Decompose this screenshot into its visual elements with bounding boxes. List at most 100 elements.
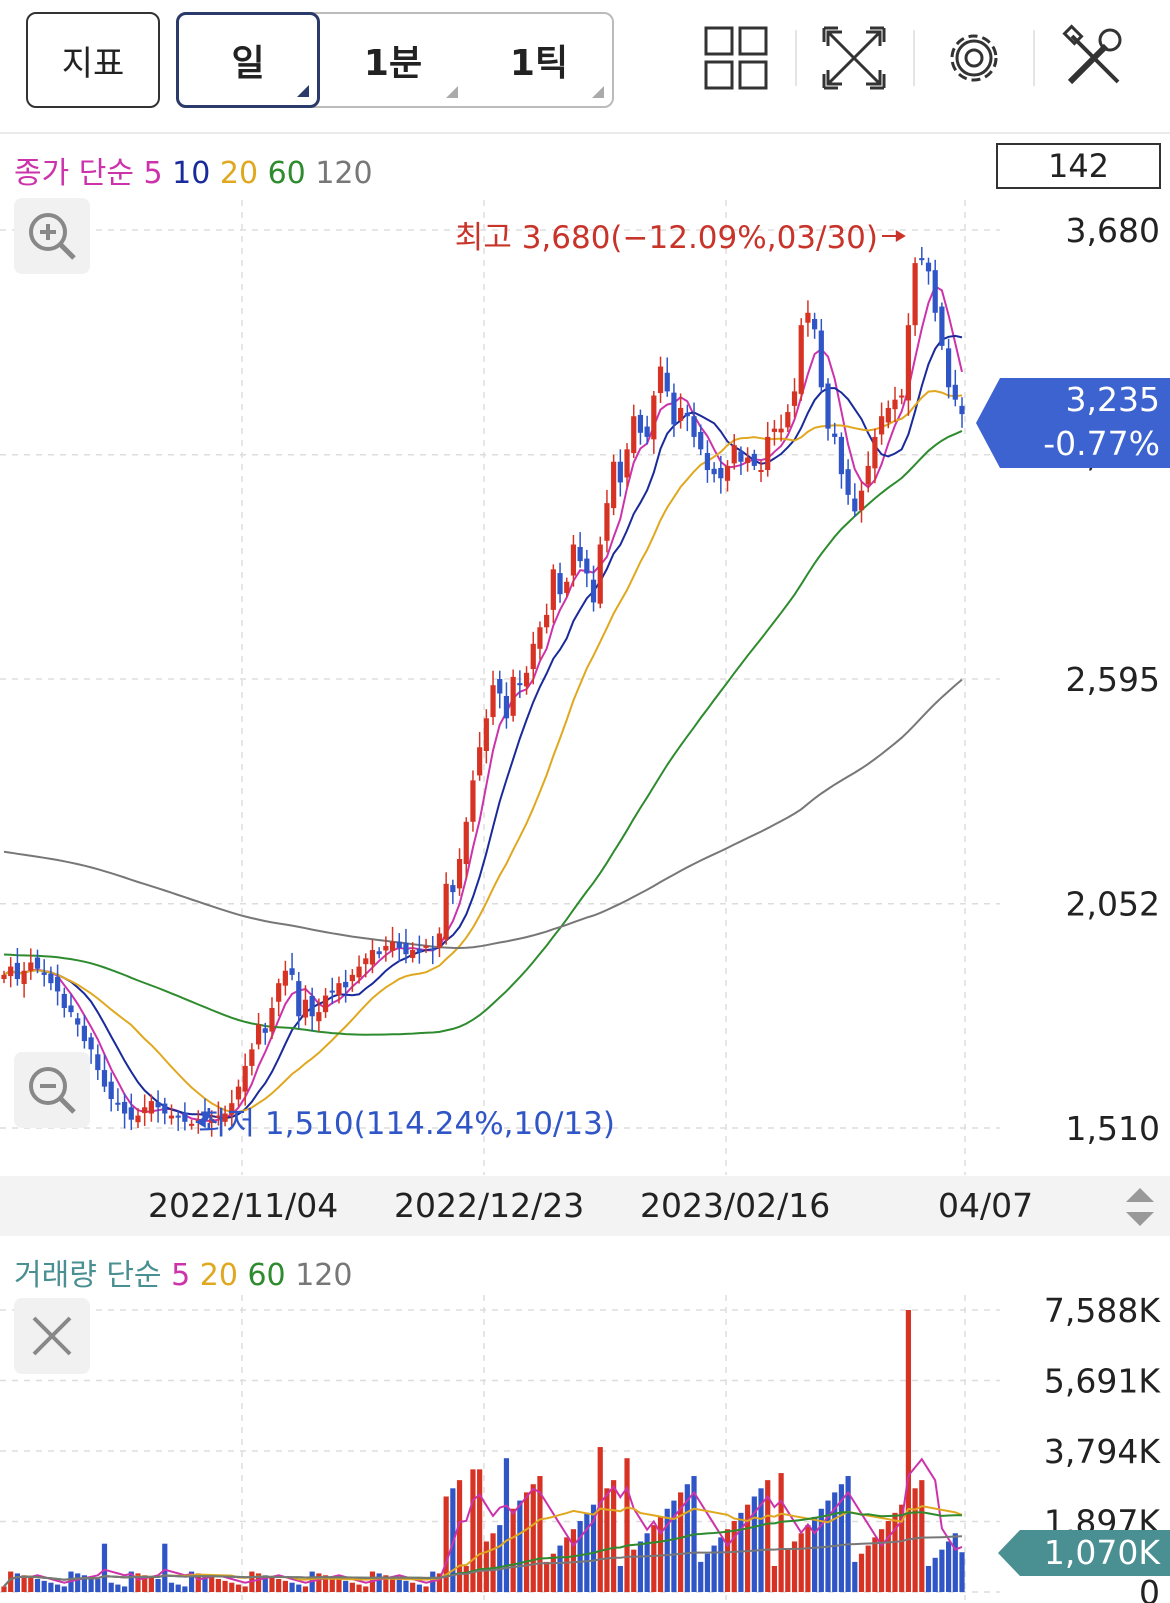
zoom-out-button[interactable]: [14, 1052, 90, 1128]
volume-bar: [463, 1565, 469, 1592]
volume-bar: [664, 1508, 670, 1592]
volume-bar: [88, 1577, 94, 1592]
low-arrow-icon: [195, 1116, 206, 1128]
candle-body: [215, 1115, 221, 1118]
volume-tick-label: 5,691K: [1044, 1362, 1161, 1401]
candle-body: [463, 821, 469, 864]
candle-body: [34, 957, 41, 969]
date-tick: 2022/12/23: [394, 1186, 585, 1225]
candle-body: [235, 1086, 242, 1100]
candle-body: [289, 968, 295, 975]
tools-icon[interactable]: [1058, 22, 1130, 94]
candle-body: [41, 972, 47, 975]
volume-bar: [356, 1584, 362, 1592]
price-tick-label: 1,510: [1066, 1109, 1160, 1148]
volume-bar: [812, 1516, 818, 1592]
volume-bar: [503, 1458, 510, 1592]
candle-body: [410, 950, 416, 958]
candle-body: [765, 436, 771, 471]
close-volume-button[interactable]: [14, 1298, 90, 1374]
settings-gear-icon[interactable]: [938, 22, 1010, 94]
ma-line-5: [3, 284, 963, 1123]
candle-body: [865, 465, 871, 485]
candle-body: [61, 993, 67, 1008]
panel-resize-icon[interactable]: [1122, 1186, 1158, 1228]
period-tab-1tick[interactable]: 1틱: [466, 14, 612, 106]
candle-body: [403, 943, 409, 955]
candle-body: [255, 1024, 262, 1045]
candle-body: [905, 325, 912, 401]
volume-bar: [952, 1533, 958, 1592]
volume-bar: [785, 1549, 791, 1592]
period-tab-day[interactable]: 일: [176, 12, 320, 108]
candle-body: [450, 885, 456, 893]
candle-body: [242, 1065, 248, 1092]
volume-bar: [544, 1561, 550, 1592]
candle-body: [932, 270, 938, 313]
candle-body: [128, 1107, 134, 1120]
volume-bar: [631, 1549, 637, 1592]
candle-body: [778, 428, 784, 433]
candle-body: [430, 948, 436, 951]
period-tab-1min[interactable]: 1분: [320, 14, 466, 106]
zoom-in-button[interactable]: [14, 198, 90, 274]
candle-body: [48, 973, 54, 984]
candle-body: [798, 325, 804, 394]
volume-bar: [604, 1488, 610, 1592]
candle-body: [316, 1012, 322, 1022]
volume-bar: [168, 1582, 175, 1592]
volume-bar: [403, 1580, 409, 1592]
fullscreen-icon[interactable]: [818, 22, 890, 94]
visible-count-box[interactable]: 142: [996, 143, 1161, 189]
volume-bar: [483, 1541, 489, 1592]
volume-bar: [128, 1571, 134, 1592]
candle-body: [88, 1037, 94, 1050]
period-tab-label: 1분: [363, 43, 423, 84]
volume-bar: [899, 1504, 905, 1592]
volume-bar: [517, 1500, 523, 1592]
candle-body: [664, 372, 670, 392]
volume-bar: [416, 1584, 422, 1592]
candle-body: [356, 966, 362, 978]
candle-body: [577, 546, 583, 562]
volume-bar: [48, 1582, 54, 1592]
price-annotations: 최고 3,680(−12.09%,03/30) 최저 1,510(114.24%,…: [195, 220, 906, 1142]
volume-bar: [845, 1476, 851, 1592]
date-tick: 04/07: [938, 1186, 1034, 1225]
date-axis[interactable]: 2022/11/04 2022/12/23 2023/02/16 04/07: [0, 1176, 1170, 1236]
volume-bar: [436, 1573, 443, 1592]
candle-body: [745, 457, 751, 463]
candlesticks: [1, 246, 965, 1137]
candle-body: [470, 780, 476, 822]
volume-bar: [832, 1492, 838, 1592]
ma-line-60: [3, 429, 963, 1036]
candle-body: [369, 950, 376, 965]
indicator-button[interactable]: 지표: [26, 12, 160, 108]
layout-grid-icon[interactable]: [700, 22, 772, 94]
volume-bar: [276, 1578, 282, 1592]
volume-bar: [510, 1508, 516, 1592]
candle-body: [296, 981, 302, 1017]
candle-body: [309, 995, 315, 1017]
volume-bar: [718, 1537, 724, 1592]
volume-bar: [537, 1476, 543, 1592]
volume-bar: [771, 1565, 778, 1592]
volume-bar: [798, 1533, 804, 1592]
zoom-out-icon: [29, 1067, 76, 1114]
candle-body: [68, 1005, 74, 1013]
volume-bar: [162, 1543, 168, 1592]
current-volume-tag: 1,070K: [998, 1530, 1170, 1576]
toolbar-divider: [1033, 30, 1035, 86]
candle-body: [376, 951, 382, 955]
volume-bar: [932, 1557, 938, 1592]
volume-bar: [872, 1537, 878, 1592]
volume-bar: [879, 1529, 885, 1592]
volume-bar: [959, 1552, 965, 1592]
volume-bar: [892, 1512, 898, 1592]
high-arrow-icon: [895, 230, 906, 242]
volume-bar: [81, 1575, 87, 1592]
volume-bar: [410, 1582, 416, 1592]
